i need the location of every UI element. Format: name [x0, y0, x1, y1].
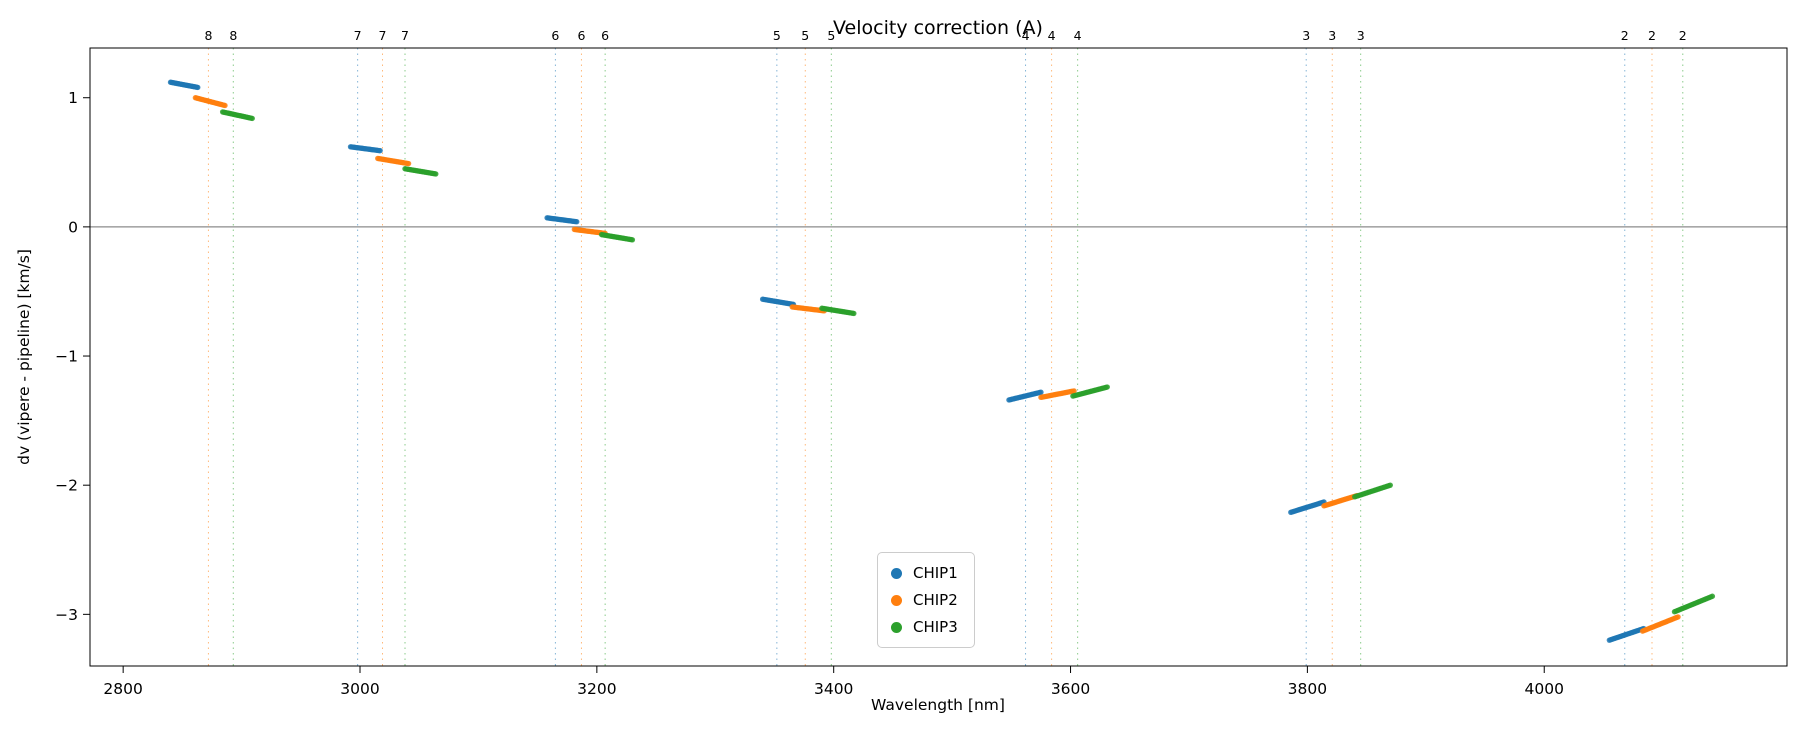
order-label-6-CHIP2: 6	[577, 28, 585, 43]
order-label-2-CHIP2: 2	[1648, 28, 1656, 43]
order-label-8-CHIP2: 8	[204, 28, 212, 43]
series-CHIP3-order-8	[219, 109, 255, 122]
x-tick-label: 3000	[340, 680, 379, 698]
data-point	[433, 171, 439, 177]
data-point	[195, 84, 201, 91]
order-label-8-CHIP3: 8	[229, 28, 237, 43]
legend-marker-icon	[891, 621, 902, 633]
data-point	[249, 115, 255, 122]
legend-marker-icon	[891, 594, 902, 606]
chart-title: Velocity correction (A)	[833, 17, 1043, 39]
order-label-7-CHIP3: 7	[401, 28, 409, 43]
y-tick-label: 0	[68, 218, 78, 236]
y-tick-label: −3	[55, 606, 78, 624]
order-label-5-CHIP3: 5	[827, 28, 835, 43]
order-label-3-CHIP1: 3	[1302, 28, 1310, 43]
legend-label: CHIP2	[913, 591, 958, 609]
legend-marker-icon	[891, 567, 902, 579]
data-point	[629, 237, 636, 243]
x-tick-label: 4000	[1525, 680, 1564, 698]
x-axis-label: Wavelength [nm]	[871, 696, 1005, 714]
data-point	[222, 102, 228, 109]
series-CHIP2-order-4	[1038, 388, 1077, 401]
data-point	[1709, 593, 1716, 599]
y-tick-label: −1	[55, 348, 78, 366]
legend-item-CHIP3: CHIP3	[891, 618, 958, 636]
x-tick-label: 3400	[814, 680, 853, 698]
series-CHIP1-order-7	[347, 144, 383, 154]
data-point	[405, 160, 412, 167]
data-point	[1675, 614, 1681, 620]
legend-label: CHIP1	[913, 564, 958, 582]
series-CHIP2-order-8	[192, 95, 228, 109]
data-point	[1387, 482, 1393, 488]
series-CHIP3-order-6	[598, 231, 636, 243]
legend-label: CHIP3	[913, 618, 958, 636]
order-label-4-CHIP3: 4	[1074, 28, 1082, 43]
data-point	[574, 219, 580, 225]
order-label-5-CHIP1: 5	[773, 28, 781, 43]
order-label-7-CHIP2: 7	[379, 28, 387, 43]
y-tick-label: −2	[55, 477, 78, 495]
series-CHIP1-order-6	[544, 215, 580, 225]
series-CHIP3-order-2	[1671, 593, 1716, 615]
series-CHIP3-order-4	[1070, 384, 1110, 399]
order-label-6-CHIP3: 6	[601, 28, 609, 43]
series-CHIP2-order-2	[1639, 614, 1681, 634]
series-CHIP1-order-4	[1006, 389, 1044, 403]
order-label-4-CHIP1: 4	[1022, 28, 1030, 43]
order-label-6-CHIP1: 6	[551, 28, 559, 43]
order-label-5-CHIP2: 5	[801, 28, 809, 43]
legend-item-CHIP1: CHIP1	[891, 564, 958, 582]
data-point	[851, 310, 857, 317]
legend-item-CHIP2: CHIP2	[891, 591, 958, 609]
y-tick-label: 1	[68, 89, 78, 107]
series-CHIP1-order-8	[167, 79, 201, 91]
series-CHIP1-order-2	[1606, 625, 1647, 643]
order-label-2-CHIP3: 2	[1679, 28, 1687, 43]
series-CHIP3-order-5	[819, 305, 857, 317]
x-tick-label: 2800	[103, 680, 142, 698]
chart-legend: CHIP1 CHIP2 CHIP3	[877, 552, 975, 648]
order-label-2-CHIP1: 2	[1621, 28, 1629, 43]
order-label-4-CHIP2: 4	[1048, 28, 1056, 43]
x-tick-label: 3600	[1051, 680, 1090, 698]
data-point	[1038, 389, 1044, 395]
axes-box	[89, 47, 1788, 667]
order-label-3-CHIP2: 3	[1328, 28, 1336, 43]
series-CHIP3-order-3	[1352, 482, 1393, 500]
x-tick-label: 3200	[577, 680, 616, 698]
series-CHIP1-order-3	[1288, 499, 1327, 516]
x-tick-label: 3800	[1288, 680, 1327, 698]
series-CHIP2-order-7	[375, 155, 412, 167]
data-point	[1104, 384, 1110, 390]
series-CHIP3-order-7	[402, 166, 439, 177]
data-point	[377, 147, 383, 154]
data-point	[1071, 388, 1077, 394]
order-label-3-CHIP3: 3	[1357, 28, 1365, 43]
order-label-7-CHIP1: 7	[354, 28, 362, 43]
